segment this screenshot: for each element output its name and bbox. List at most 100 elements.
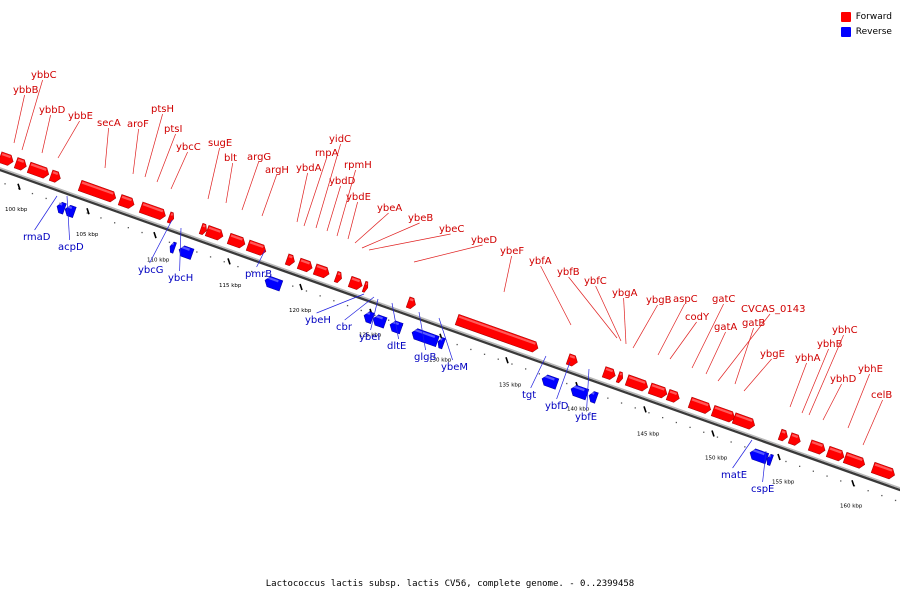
gene-label-cody[interactable]: codY — [685, 312, 710, 323]
forward-gene-feature[interactable] — [312, 263, 331, 279]
gene-label-ybbd[interactable]: ybbD — [39, 105, 66, 116]
gene-label-cspe[interactable]: cspE — [751, 484, 774, 495]
forward-gene-feature[interactable] — [117, 194, 136, 209]
gene-shape[interactable] — [624, 374, 649, 393]
gene-shape[interactable] — [665, 389, 681, 403]
gene-label-seca[interactable]: secA — [97, 118, 121, 129]
gene-shape[interactable] — [787, 432, 802, 447]
gene-label-ybde[interactable]: ybdE — [346, 192, 371, 203]
gene-label-argg[interactable]: argG — [247, 152, 271, 163]
gene-shape[interactable] — [731, 412, 756, 431]
gene-shape[interactable] — [296, 257, 314, 273]
forward-gene-feature[interactable] — [26, 161, 50, 179]
gene-label-gata[interactable]: gatA — [714, 322, 737, 333]
reverse-gene-feature[interactable] — [765, 453, 774, 466]
gene-label-ybbe[interactable]: ybbE — [68, 111, 93, 122]
gene-label-ybef[interactable]: ybeF — [500, 246, 524, 257]
gene-shape[interactable] — [601, 366, 617, 381]
forward-gene-feature[interactable] — [296, 257, 314, 273]
forward-gene-feature[interactable] — [405, 296, 417, 310]
gene-label-pmrb[interactable]: pmrB — [245, 269, 272, 280]
gene-label-acpd[interactable]: acpD — [58, 242, 84, 253]
gene-shape[interactable] — [410, 327, 440, 348]
gene-label-ybhc[interactable]: ybhC — [832, 325, 858, 336]
gene-label-cbr[interactable]: cbr — [336, 322, 353, 333]
gene-shape[interactable] — [540, 374, 560, 390]
gene-label-ybfa[interactable]: ybfA — [529, 256, 552, 267]
gene-shape[interactable] — [0, 151, 15, 167]
forward-gene-feature[interactable] — [807, 439, 827, 456]
forward-gene-feature[interactable] — [77, 179, 117, 203]
gene-shape[interactable] — [284, 253, 296, 267]
gene-shape[interactable] — [26, 161, 50, 179]
gene-shape[interactable] — [347, 275, 364, 291]
forward-gene-feature[interactable] — [48, 169, 62, 184]
reverse-gene-feature[interactable] — [362, 310, 375, 324]
gene-label-aspc[interactable]: aspC — [673, 294, 698, 305]
gene-label-ybcc[interactable]: ybcC — [176, 142, 201, 153]
gene-shape[interactable] — [245, 239, 268, 257]
forward-gene-feature[interactable] — [284, 253, 296, 267]
forward-gene-feature[interactable] — [166, 211, 175, 224]
reverse-gene-feature[interactable] — [587, 390, 599, 404]
forward-gene-feature[interactable] — [565, 353, 579, 368]
gene-label-mate[interactable]: matE — [721, 470, 747, 481]
gene-shape[interactable] — [48, 169, 62, 184]
gene-shape[interactable] — [371, 313, 388, 329]
gene-shape[interactable] — [13, 157, 28, 172]
reverse-gene-feature[interactable] — [569, 384, 590, 401]
gene-shape[interactable] — [765, 453, 774, 466]
reverse-gene-feature[interactable] — [748, 447, 770, 465]
gene-shape[interactable] — [177, 244, 195, 260]
gene-label-ybch[interactable]: ybcH — [168, 273, 193, 284]
gene-shape[interactable] — [687, 396, 712, 415]
forward-gene-feature[interactable] — [870, 461, 896, 480]
gene-label-ybeb[interactable]: ybeB — [408, 213, 433, 224]
gene-label-ybhd[interactable]: ybhD — [830, 374, 857, 385]
gene-label-ybcg[interactable]: ybcG — [138, 265, 164, 276]
gene-shape[interactable] — [454, 313, 540, 353]
forward-gene-feature[interactable] — [787, 432, 802, 447]
gene-shape[interactable] — [565, 353, 579, 368]
gene-shape[interactable] — [710, 405, 736, 423]
forward-gene-feature[interactable] — [347, 275, 364, 291]
gene-label-cvcas-0143[interactable]: CVCAS_0143 — [741, 304, 805, 315]
gene-shape[interactable] — [647, 382, 669, 399]
gene-label-ybda[interactable]: ybdA — [296, 163, 322, 174]
gene-label-ybge[interactable]: ybgE — [760, 349, 785, 360]
gene-label-rnpa[interactable]: rnpA — [315, 148, 339, 159]
forward-gene-feature[interactable] — [777, 428, 789, 442]
reverse-gene-feature[interactable] — [436, 337, 446, 350]
gene-label-ybec[interactable]: ybeC — [439, 224, 464, 235]
forward-gene-feature[interactable] — [13, 157, 28, 172]
gene-shape[interactable] — [312, 263, 331, 279]
gene-shape[interactable] — [168, 241, 177, 254]
gene-label-ybeh[interactable]: ybeH — [305, 315, 331, 326]
gene-label-ybfe[interactable]: ybfE — [575, 412, 597, 423]
gene-label-blt[interactable]: blt — [224, 153, 237, 164]
forward-gene-feature[interactable] — [138, 201, 167, 221]
reverse-gene-feature[interactable] — [263, 275, 284, 292]
forward-gene-feature[interactable] — [0, 151, 15, 167]
gene-label-ybed[interactable]: ybeD — [471, 235, 497, 246]
gene-shape[interactable] — [138, 201, 167, 221]
gene-label-argh[interactable]: argH — [265, 165, 289, 176]
gene-label-ybgb[interactable]: ybgB — [646, 295, 672, 306]
gene-shape[interactable] — [615, 371, 624, 384]
gene-label-ybbb[interactable]: ybbB — [13, 85, 39, 96]
gene-label-ybfb[interactable]: ybfB — [557, 267, 580, 278]
gene-shape[interactable] — [204, 225, 225, 241]
gene-shape[interactable] — [333, 270, 343, 284]
reverse-gene-feature[interactable] — [55, 201, 67, 215]
gene-label-glgb[interactable]: glgB — [414, 352, 436, 363]
forward-gene-feature[interactable] — [665, 389, 681, 403]
forward-gene-feature[interactable] — [245, 239, 268, 257]
gene-shape[interactable] — [842, 451, 866, 469]
gene-shape[interactable] — [870, 461, 896, 480]
gene-label-ptsh[interactable]: ptsH — [151, 104, 174, 115]
forward-gene-feature[interactable] — [842, 451, 866, 469]
forward-gene-feature[interactable] — [204, 225, 225, 241]
reverse-gene-feature[interactable] — [177, 244, 195, 260]
gene-label-ybdd[interactable]: ybdD — [329, 176, 356, 187]
forward-gene-feature[interactable] — [454, 313, 540, 353]
